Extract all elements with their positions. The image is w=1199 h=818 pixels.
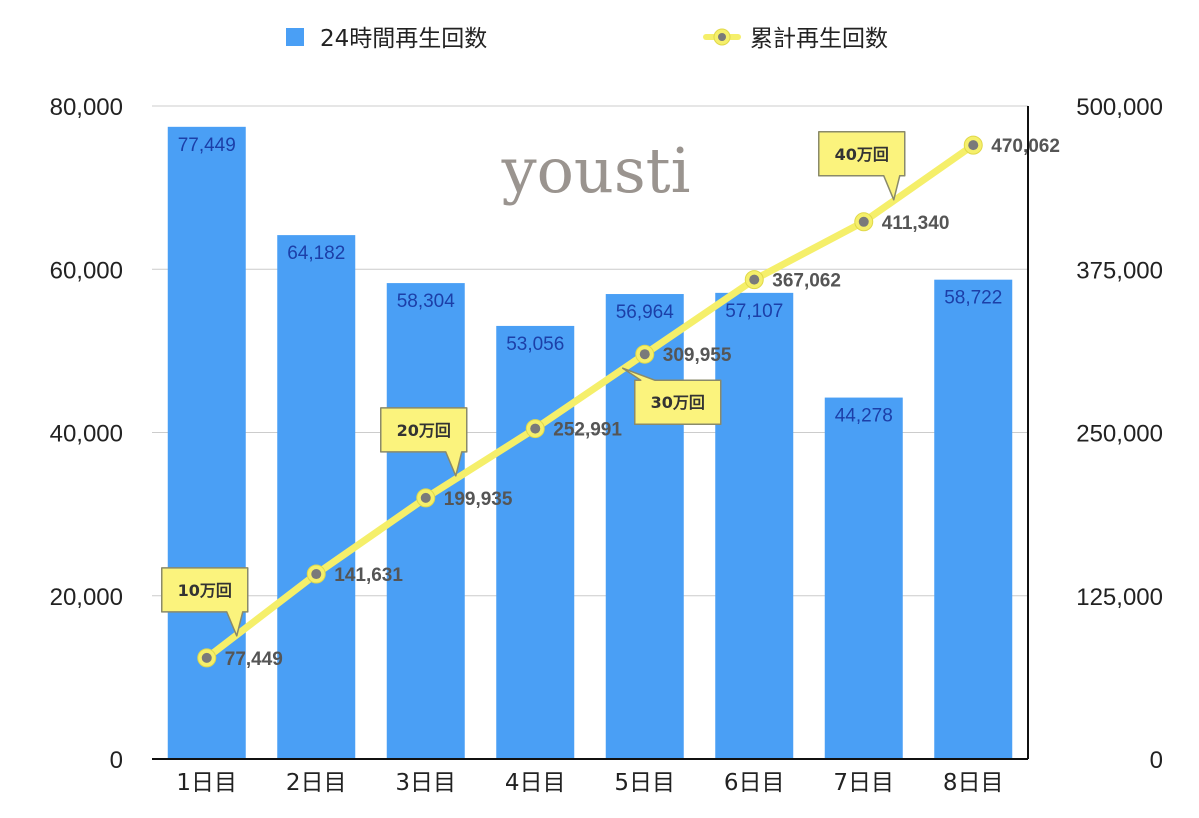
legend-swatch-bar	[286, 28, 304, 46]
left-tick-label: 0	[110, 747, 123, 774]
right-tick-label: 375,000	[1076, 257, 1163, 284]
line-value-label: 141,631	[334, 565, 403, 586]
legend-label-line: 累計再生回数	[750, 26, 888, 52]
bar-value-label: 77,449	[178, 135, 236, 156]
bar	[824, 397, 903, 759]
line-point	[749, 274, 760, 285]
x-tick-label: 6日目	[724, 770, 785, 796]
line-series: 77,449 141,631 199,935 252,991 309,955 367,06…	[197, 135, 1060, 670]
x-tick-label: 3日目	[395, 770, 456, 796]
callout-bubble	[380, 407, 468, 477]
bar-value-label: 58,722	[944, 288, 1002, 309]
callout-label: 10万回	[178, 581, 232, 600]
callouts: 10万回 20万回 30万回 40万回	[161, 131, 906, 637]
axes: 0 20,000 40,000 60,000 80,000 0 125,000 250,000…	[50, 94, 1163, 796]
callout-bubble	[818, 131, 906, 201]
logo-text: yousti	[501, 134, 691, 207]
line-point	[201, 652, 212, 663]
line-value-label: 252,991	[553, 420, 622, 441]
legend: 24時間再生回数 累計再生回数	[286, 26, 888, 52]
legend-label-bar: 24時間再生回数	[320, 26, 487, 52]
logo-layer: yousti	[501, 134, 691, 207]
line-value-label: 199,935	[444, 489, 513, 510]
bar-value-label: 56,964	[616, 302, 675, 323]
right-tick-label: 500,000	[1076, 94, 1163, 121]
bar-value-label: 64,182	[287, 243, 345, 264]
bar-value-label: 53,056	[506, 334, 564, 355]
bar-value-label: 44,278	[835, 406, 893, 427]
line-value-label: 77,449	[225, 649, 283, 670]
x-tick-label: 2日目	[286, 770, 347, 796]
x-tick-label: 7日目	[833, 770, 894, 796]
line-value-label: 367,062	[772, 271, 841, 292]
legend-marker	[718, 33, 726, 41]
bar	[386, 283, 465, 759]
callout-label: 40万回	[835, 145, 889, 164]
line-value-label: 411,340	[882, 213, 950, 234]
left-tick-label: 60,000	[50, 257, 123, 284]
left-tick-label: 20,000	[50, 584, 123, 611]
bar	[934, 279, 1013, 759]
bar-value-label: 58,304	[397, 291, 456, 312]
x-tick-label: 8日目	[943, 770, 1004, 796]
line-point	[311, 569, 322, 580]
line-point	[420, 492, 431, 503]
bar-value-label: 57,107	[725, 301, 783, 322]
callout-bubble	[622, 367, 722, 425]
callout-bubble	[161, 567, 249, 637]
right-tick-label: 125,000	[1076, 584, 1163, 611]
callout-label: 30万回	[651, 393, 705, 412]
right-tick-label: 250,000	[1076, 421, 1163, 448]
left-tick-label: 40,000	[50, 421, 123, 448]
x-tick-label: 4日目	[505, 770, 566, 796]
bar	[277, 235, 356, 759]
line-point	[530, 423, 541, 434]
line-point	[639, 349, 650, 360]
bar	[715, 292, 794, 759]
line-point	[858, 216, 869, 227]
bar	[496, 325, 575, 759]
callout-label: 20万回	[397, 421, 451, 440]
x-tick-label: 5日目	[614, 770, 675, 796]
cumulative-line	[203, 141, 977, 662]
line-value-label: 309,955	[663, 345, 732, 366]
line-value-label: 470,062	[991, 136, 1060, 157]
right-tick-label: 0	[1150, 747, 1163, 774]
x-tick-label: 1日目	[176, 770, 237, 796]
line-point	[968, 140, 979, 151]
left-tick-label: 80,000	[50, 94, 123, 121]
